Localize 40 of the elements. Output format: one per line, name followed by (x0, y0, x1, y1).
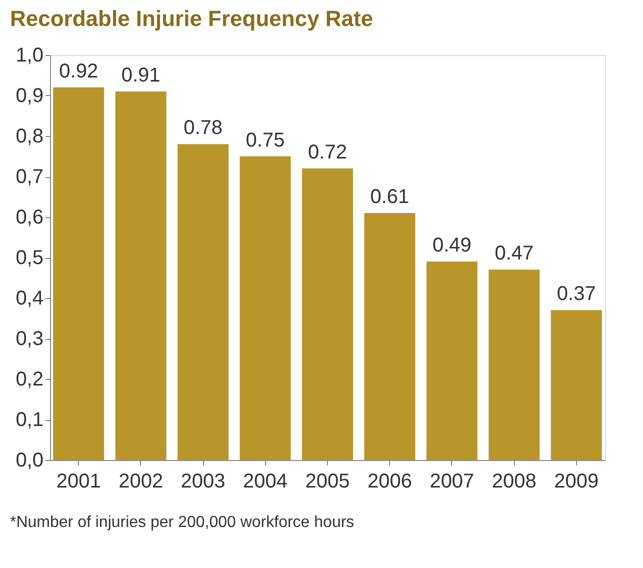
y-tick-label: 1,0 (16, 44, 44, 66)
x-tick-label: 2005 (305, 470, 350, 492)
data-label: 0.78 (184, 117, 223, 140)
bar (178, 144, 229, 460)
y-tick-label: 0,9 (16, 85, 44, 107)
x-tick-label: 2008 (492, 470, 536, 492)
y-tick-label: 0,3 (16, 328, 44, 350)
bar (115, 91, 166, 460)
x-tick-label: 2009 (554, 470, 599, 492)
x-tick-label: 2004 (243, 470, 288, 492)
bar (240, 156, 291, 460)
data-label: 0.37 (556, 283, 596, 306)
y-tick-label: 0,7 (16, 166, 44, 188)
data-label: 0.75 (246, 129, 285, 152)
bar (426, 262, 478, 460)
chart-title: Recordable Injurie Frequency Rate (10, 6, 374, 31)
text: *Number of injuries per 200,000 workforce hours (10, 514, 354, 531)
x-tick-label: 2001 (56, 470, 101, 492)
y-tick-label: 0,4 (16, 288, 44, 310)
x-tick-label: 2003 (180, 470, 226, 492)
bar (550, 310, 602, 460)
bar (488, 270, 540, 460)
data-label: 0.61 (370, 186, 410, 208)
bar (364, 212, 416, 460)
x-tick-label: 2007 (430, 470, 474, 492)
data-label: 0.49 (432, 234, 472, 257)
bar (53, 87, 104, 460)
data-label: 0.92 (59, 60, 98, 82)
data-label: 0.47 (494, 242, 534, 265)
x-tick-label: 2006 (367, 470, 412, 492)
y-tick-label: 0,1 (16, 409, 44, 431)
x-tick-label: 2002 (118, 470, 164, 492)
y-tick-label: 0,2 (16, 368, 44, 390)
bar (302, 168, 354, 460)
y-tick-label: 0,6 (16, 206, 44, 228)
data-label: 0.72 (308, 141, 347, 164)
y-tick-label: 0,0 (16, 450, 44, 472)
y-tick-label: 0,8 (16, 126, 44, 148)
y-tick-label: 0,5 (16, 247, 44, 269)
data-label: 0.91 (121, 64, 160, 86)
